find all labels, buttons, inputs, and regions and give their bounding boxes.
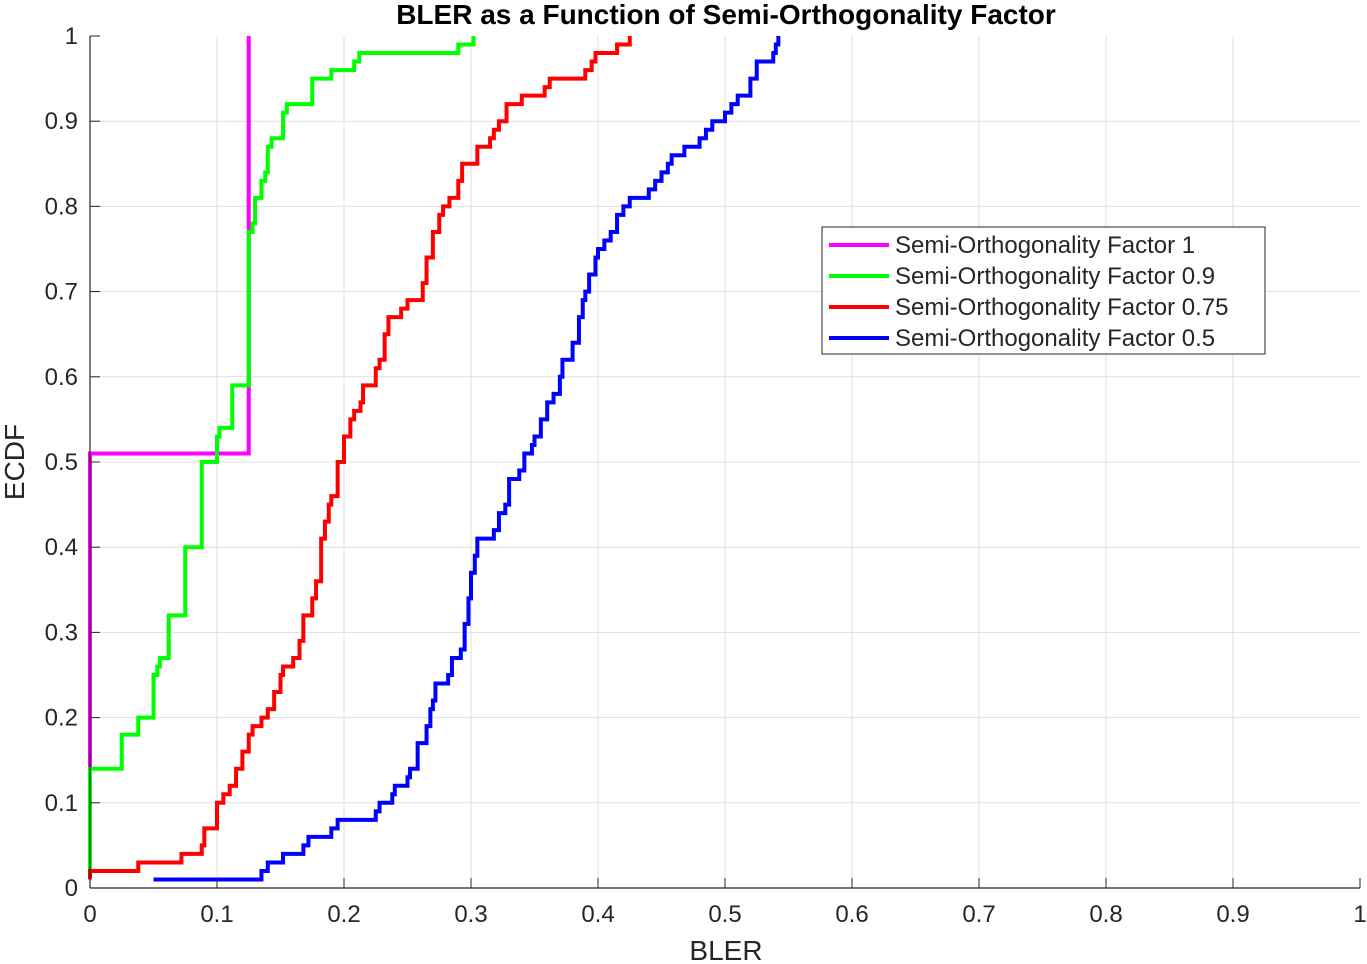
legend-items: Semi-Orthogonality Factor 1 Semi-Orthogon…	[829, 232, 1228, 352]
x-tick-label-5: 0.5	[708, 901, 741, 928]
y-tick-label-9: 0.9	[45, 108, 78, 135]
x-axis-title: BLER	[689, 935, 762, 964]
y-tick-label-3: 0.3	[45, 619, 78, 646]
x-tick-label-0: 0	[83, 901, 96, 928]
tick-labels: 0 0.1 0.2 0.3 0.4 0.5 0.6 0.7 0.8 0.9 1 0 0.1 0.2 0.3 0…	[45, 23, 1367, 928]
y-tick-label-1: 0.1	[45, 790, 78, 817]
y-tick-label-10: 1	[65, 23, 78, 50]
x-tick-label-7: 0.7	[962, 901, 995, 928]
y-axis-title: ECDF	[0, 424, 30, 500]
legend-label-1: Semi-Orthogonality Factor 0.9	[895, 263, 1215, 290]
legend: Semi-Orthogonality Factor 1 Semi-Orthogon…	[821, 226, 1266, 355]
chart-title: BLER as a Function of Semi-Orthogonality…	[396, 0, 1056, 30]
x-tick-label-4: 0.4	[581, 901, 614, 928]
legend-label-0: Semi-Orthogonality Factor 1	[895, 232, 1195, 259]
x-tick-label-9: 0.9	[1216, 901, 1249, 928]
y-tick-label-2: 0.2	[45, 705, 78, 732]
series-line-1	[88, 36, 476, 880]
x-tick-label-10: 1	[1353, 901, 1366, 928]
legend-label-2: Semi-Orthogonality Factor 0.75	[895, 294, 1228, 321]
x-tick-label-8: 0.8	[1089, 901, 1122, 928]
x-tick-label-1: 0.1	[200, 901, 233, 928]
axes	[89, 35, 1361, 889]
series-line-3	[153, 36, 781, 882]
x-tick-label-2: 0.2	[327, 901, 360, 928]
legend-label-3: Semi-Orthogonality Factor 0.5	[895, 325, 1215, 352]
legend-box	[821, 226, 1266, 355]
y-tick-label-6: 0.6	[45, 364, 78, 391]
y-tick-label-0: 0	[65, 875, 78, 902]
series-line-2	[88, 36, 632, 880]
y-tick-label-5: 0.5	[45, 449, 78, 476]
x-tick-label-6: 0.6	[835, 901, 868, 928]
y-tick-label-8: 0.8	[45, 193, 78, 220]
y-tick-label-7: 0.7	[45, 279, 78, 306]
x-tick-label-3: 0.3	[454, 901, 487, 928]
y-tick-label-4: 0.4	[45, 534, 78, 561]
